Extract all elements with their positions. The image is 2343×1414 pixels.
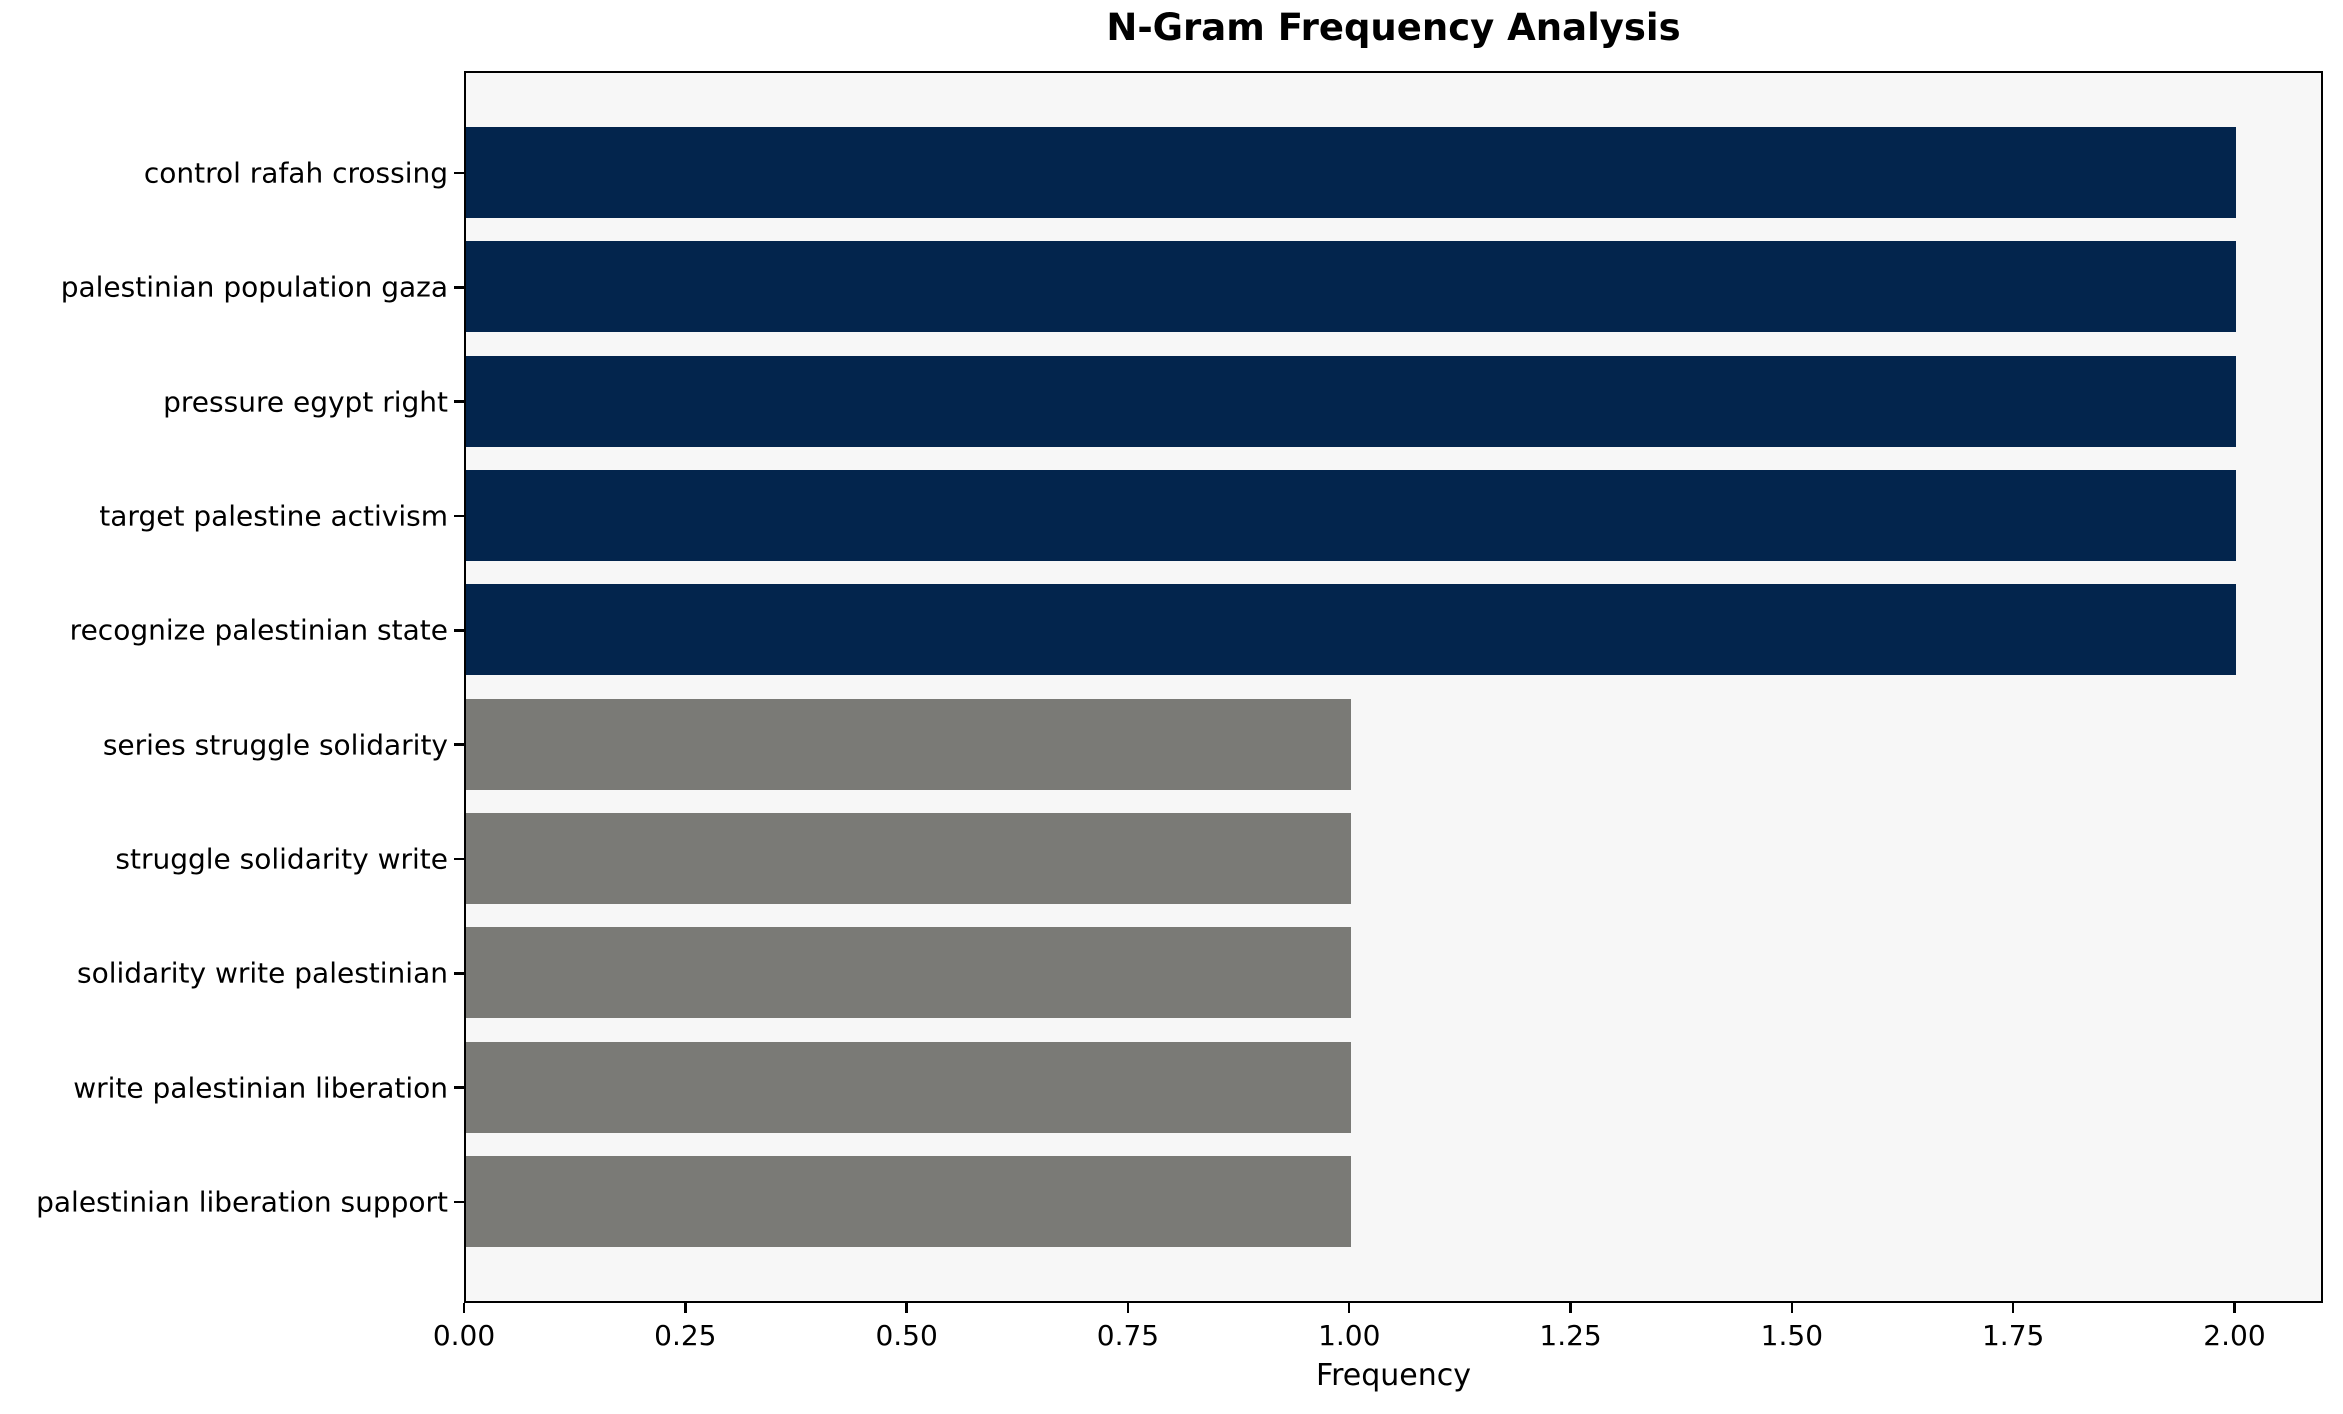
x-tick-mark [905,1303,908,1313]
x-tick-label: 0.00 [432,1319,496,1352]
x-tick-label: 1.75 [1981,1319,2045,1352]
bar [466,812,1352,904]
x-tick-mark [1126,1303,1130,1313]
x-tick-mark [2011,1303,2015,1313]
bar [466,927,1352,1019]
y-tick-mark [454,1200,464,1204]
y-tick-label: solidarity write palestinian [77,956,448,990]
y-tick-mark [454,171,464,175]
y-tick-label: recognize palestinian state [69,613,448,647]
x-tick-mark [2233,1303,2236,1313]
x-tick-mark [462,1303,466,1313]
x-tick-label: 2.00 [2203,1319,2266,1352]
y-tick-label: write palestinian liberation [73,1071,448,1105]
bar [466,698,1352,790]
x-tick-mark [684,1303,687,1313]
plot-area [464,71,2323,1303]
x-tick-label: 1.50 [1760,1319,1824,1352]
y-tick-mark [454,514,464,518]
x-tick-label: 1.00 [1318,1319,1381,1352]
x-tick-label: 0.75 [1096,1319,1160,1352]
bar [466,469,2237,561]
y-tick-label: palestinian liberation support [36,1185,448,1219]
y-tick-label: series struggle solidarity [102,728,448,762]
bar [466,584,2237,676]
y-tick-mark [454,857,464,861]
y-tick-label: struggle solidarity write [115,842,448,876]
x-tick-mark [1790,1303,1794,1313]
y-tick-mark [454,972,464,975]
x-axis-label: Frequency [1316,1358,1471,1393]
bar [466,1041,1352,1133]
y-tick-mark [454,1086,464,1089]
x-tick-label: 0.25 [654,1319,717,1352]
bar [466,1155,1352,1247]
y-tick-mark [454,629,464,632]
y-tick-mark [454,286,464,289]
y-tick-label: pressure egypt right [163,385,448,419]
bar [466,127,2237,218]
x-tick-mark [1347,1303,1351,1313]
bar [466,355,2237,447]
x-tick-label: 1.25 [1539,1319,1602,1352]
y-tick-label: target palestine activism [99,499,448,533]
y-tick-label: control rafah crossing [143,156,448,190]
chart-title: N-Gram Frequency Analysis [1106,6,1681,49]
y-tick-mark [454,400,464,403]
x-tick-label: 0.50 [875,1319,938,1352]
x-tick-mark [1569,1303,1572,1313]
y-tick-label: palestinian population gaza [60,270,448,304]
y-tick-mark [454,743,464,746]
bar [466,241,2237,333]
